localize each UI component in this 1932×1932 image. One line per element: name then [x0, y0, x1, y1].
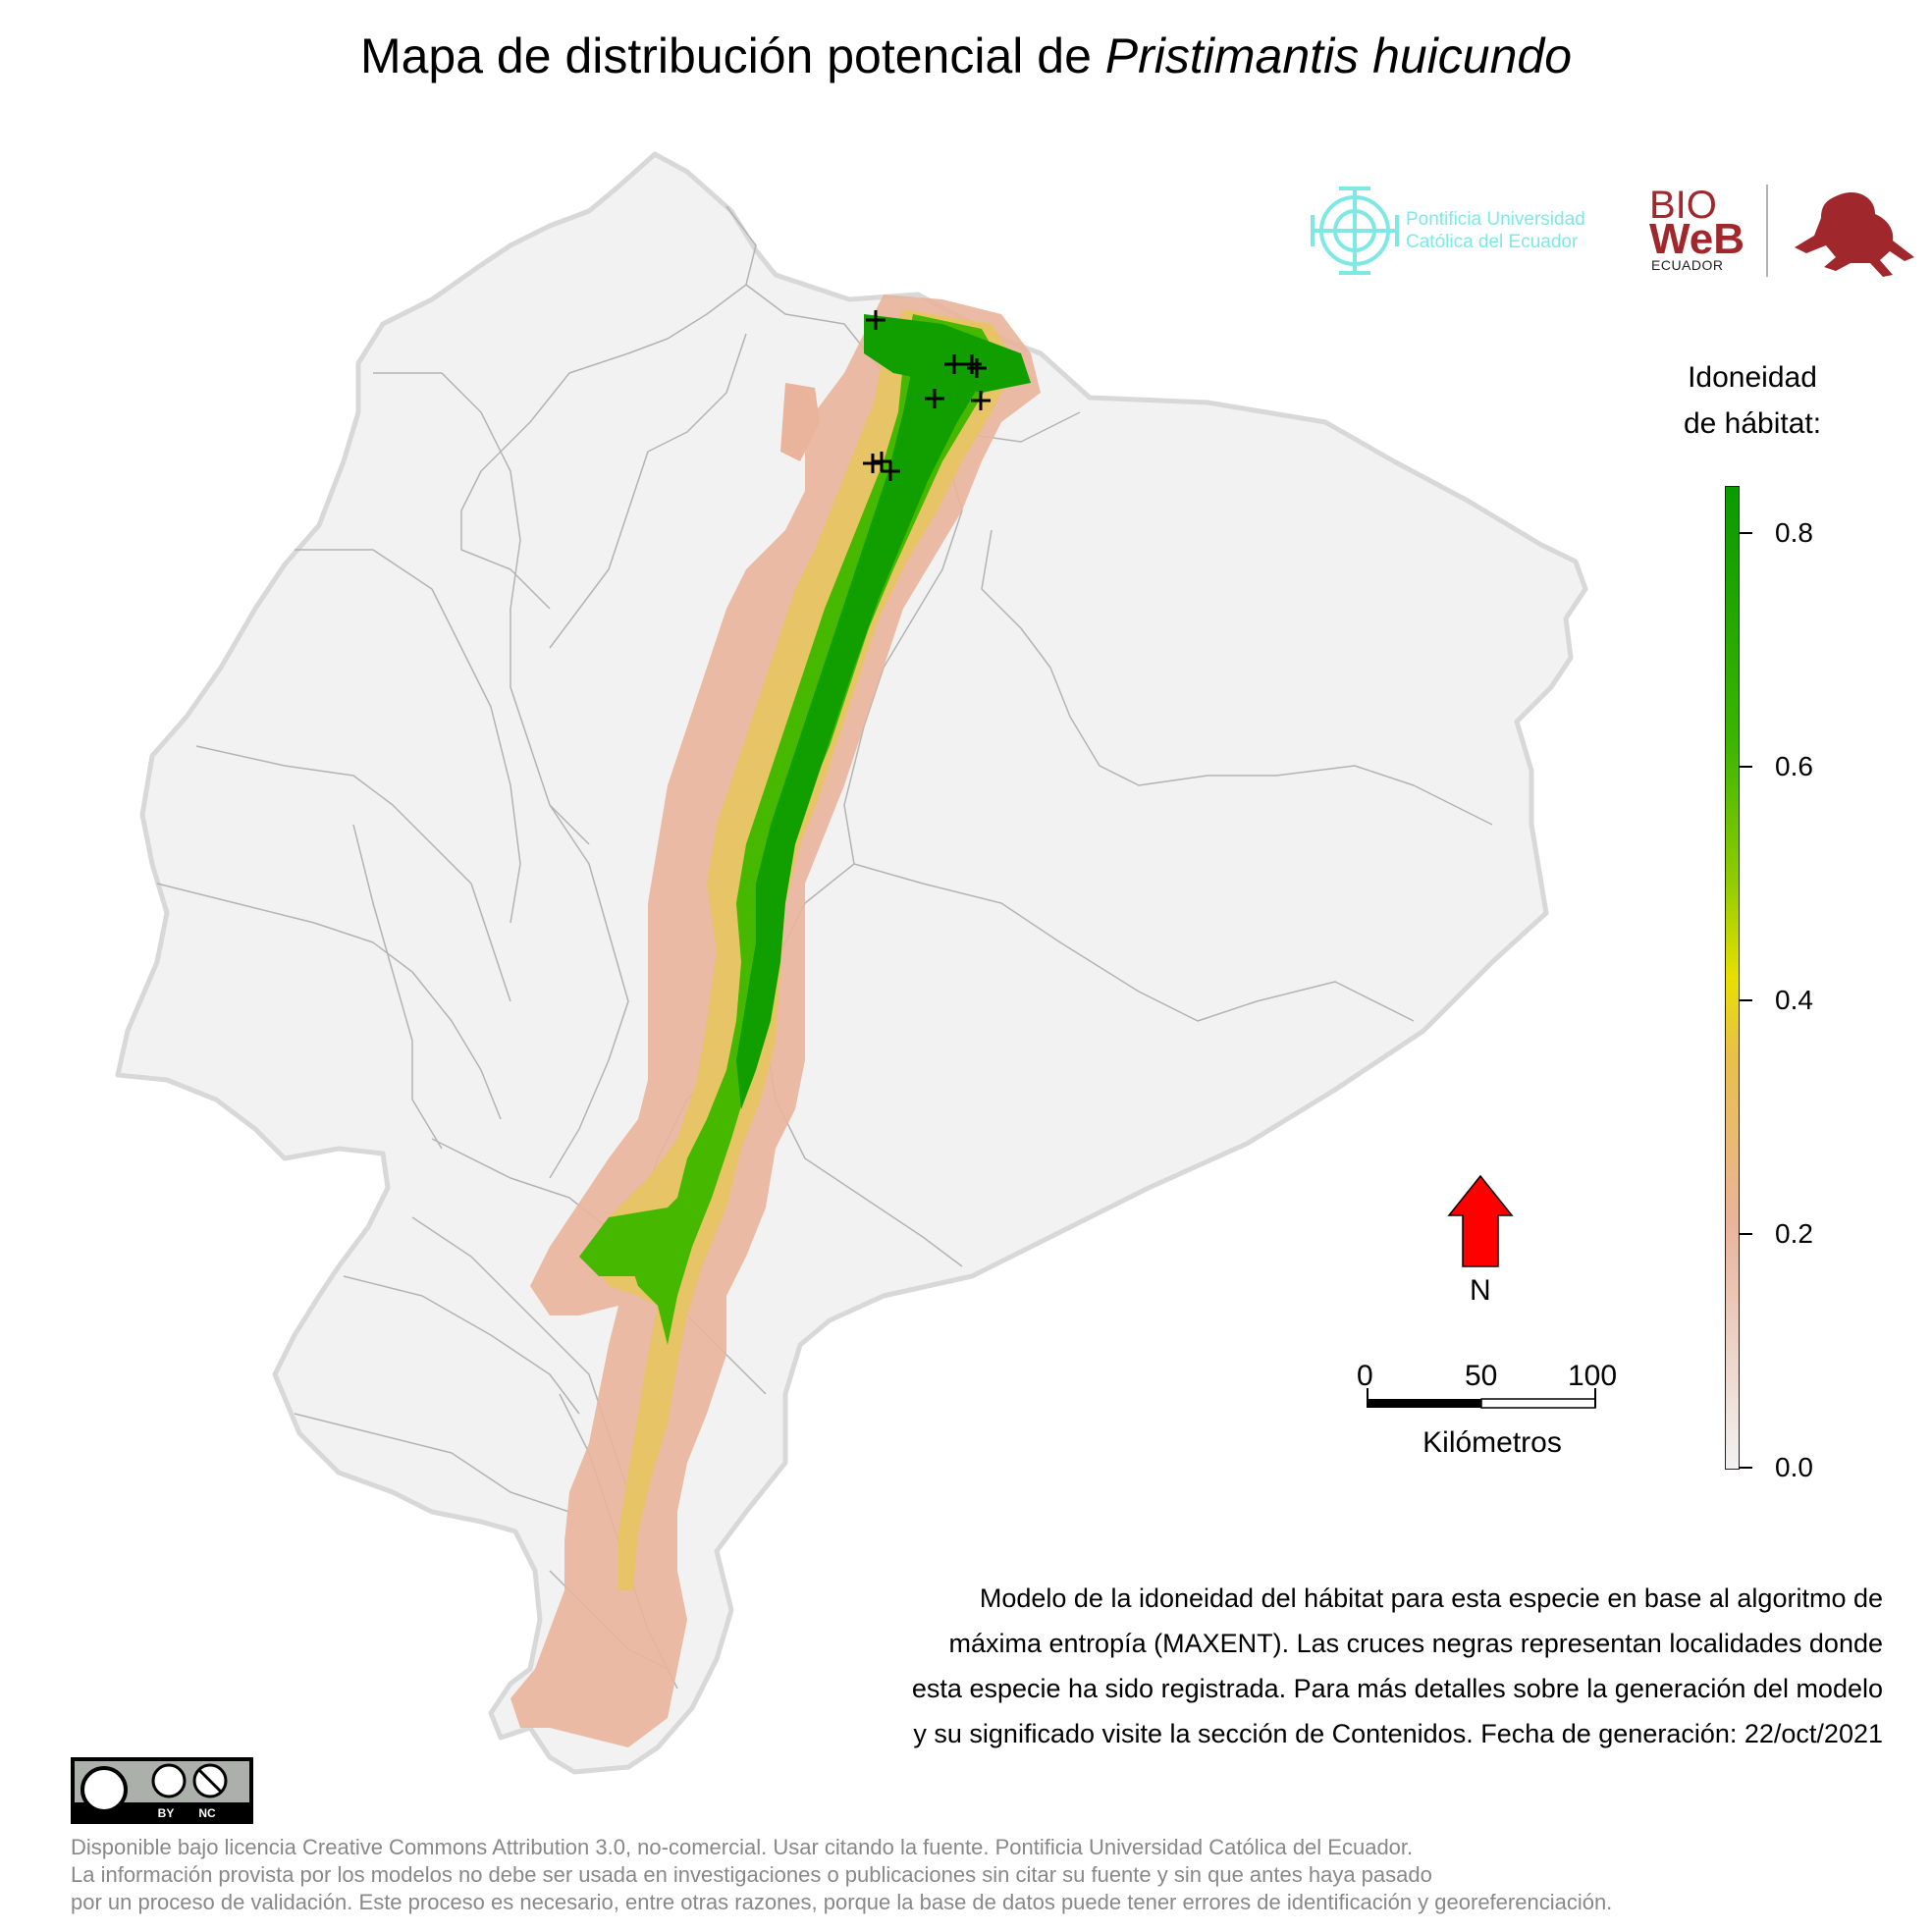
legend-tick	[1739, 1467, 1752, 1469]
cc-badge-labels: BY NC	[157, 1806, 216, 1820]
legend-tick-label: 0.6	[1775, 750, 1813, 781]
occurrence-markers	[863, 310, 991, 481]
legend-tick-label: 0.0	[1775, 1452, 1813, 1482]
map-caption: Modelo de la idoneidad del hábitat para …	[911, 1583, 1883, 1748]
legend-tick	[1739, 998, 1752, 1001]
bioweb-logo-text: BIO	[1649, 184, 1717, 227]
occurrence-marker	[872, 452, 891, 471]
legend-tick-label: 0.4	[1775, 984, 1813, 1015]
occurrence-marker	[967, 358, 987, 378]
legend-color-bar	[1725, 486, 1740, 1470]
legend-tick	[1739, 765, 1752, 768]
legend-tick-label: 0.2	[1775, 1217, 1813, 1249]
scale-label-0: 0	[1357, 1360, 1373, 1392]
legend-title-line1: Idoneidad	[1688, 361, 1817, 394]
occurrence-marker	[971, 391, 991, 410]
puce-logo-text: Pontificia Universidad Católica del Ecua…	[1406, 209, 1585, 252]
scale-unit-label: Kilómetros	[1422, 1426, 1562, 1459]
bioweb-logo-text: WeB	[1649, 215, 1744, 263]
legend-tick	[1739, 531, 1752, 534]
legend-tick-label: 0.8	[1775, 516, 1813, 548]
bioweb-logo-subtitle: ECUADOR	[1651, 257, 1724, 273]
north-label: N	[1470, 1274, 1491, 1307]
scale-label-100: 100	[1568, 1360, 1618, 1392]
occurrence-marker	[866, 310, 886, 330]
puce-logo-icon	[1311, 187, 1399, 275]
license-text: Disponible bajo licencia Creative Common…	[71, 1835, 1613, 1914]
legend-title-line2: de hábitat:	[1683, 407, 1822, 440]
cc-license-badge	[71, 1757, 253, 1824]
occurrence-marker	[944, 354, 964, 374]
frog-logo-icon	[1795, 192, 1914, 277]
bioweb-logo: BIO WeB	[1649, 184, 1914, 277]
occurrence-marker	[863, 454, 883, 473]
occurrence-marker	[881, 461, 900, 481]
scale-bar	[1367, 1388, 1596, 1409]
map-title: Mapa de distribución potencial de Pristi…	[359, 28, 1573, 83]
occurrence-marker	[925, 389, 944, 408]
scale-label-50: 50	[1465, 1360, 1498, 1392]
north-arrow-icon	[1447, 1174, 1514, 1267]
habitat-suitability-raster	[510, 295, 1041, 1747]
occurrence-marker	[962, 354, 982, 374]
legend-tick	[1739, 1232, 1752, 1235]
